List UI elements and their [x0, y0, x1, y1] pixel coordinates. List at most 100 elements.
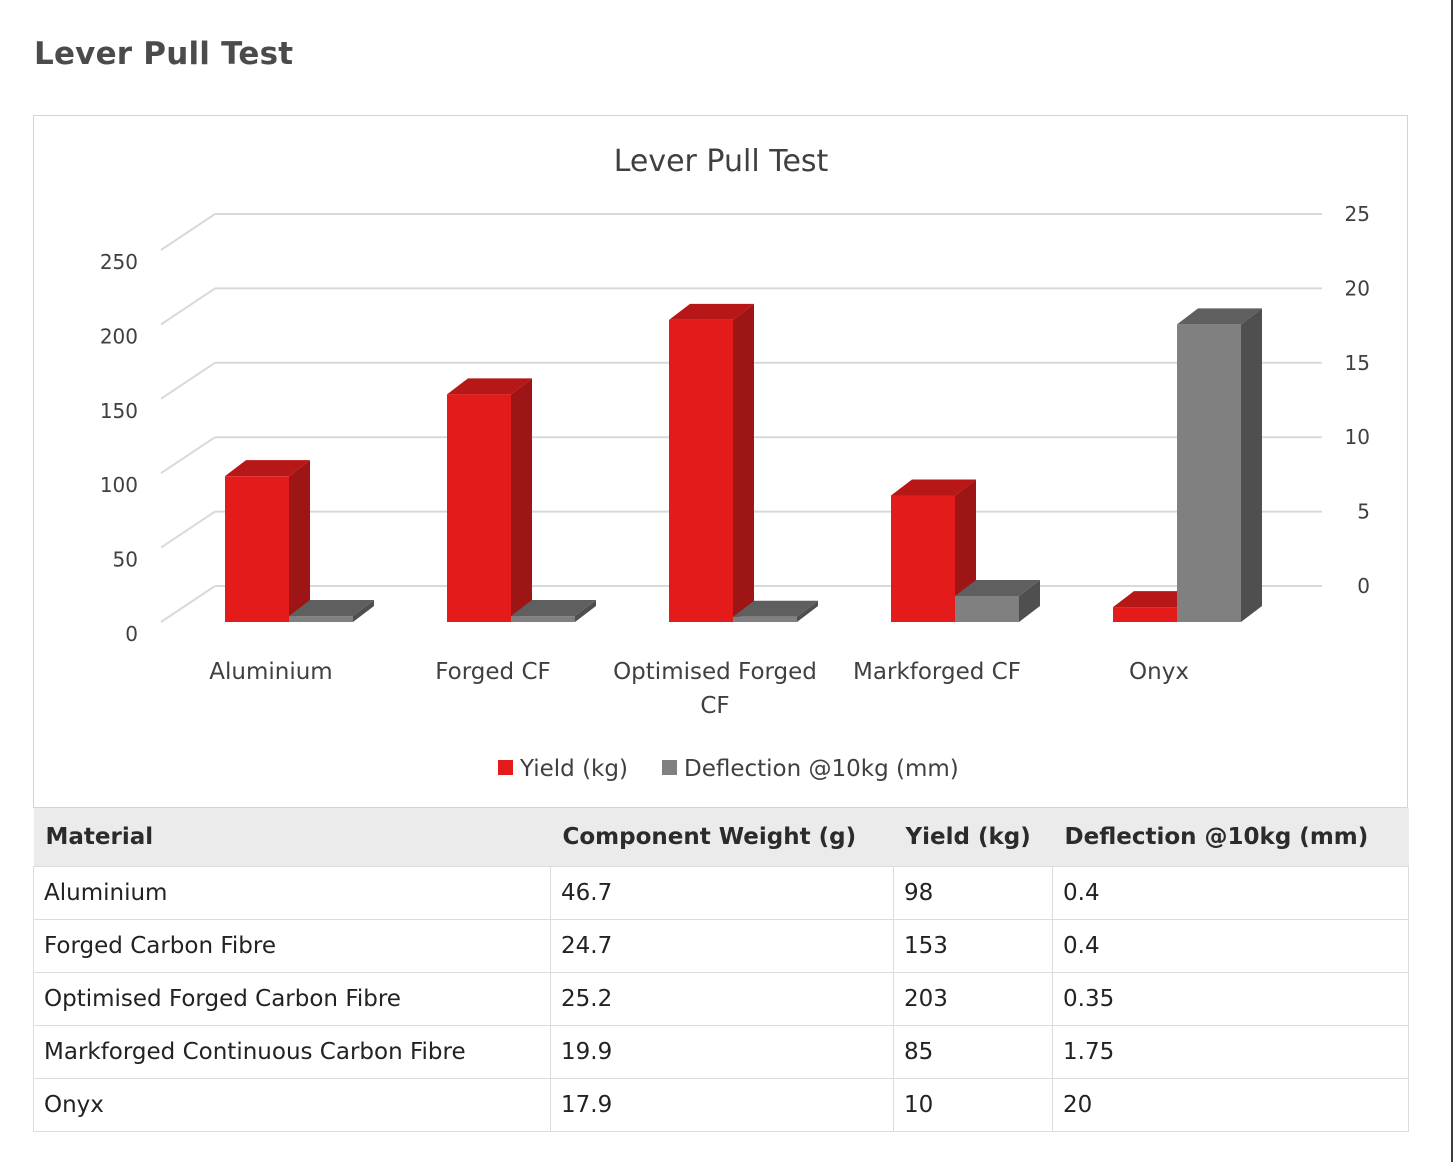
category-label: Aluminium	[209, 659, 332, 685]
table-row: Markforged Continuous Carbon Fibre 19.9 …	[33, 1025, 1409, 1079]
cell-material: Markforged Continuous Carbon Fibre	[33, 1025, 551, 1079]
cell-material: Aluminium	[33, 866, 551, 920]
y-right-tick-label: 15	[1345, 351, 1370, 375]
cell-deflection: 20	[1052, 1078, 1409, 1132]
bar-deflection-side	[797, 600, 818, 622]
legend-label-deflection: Deflection @10kg (mm)	[684, 756, 959, 782]
chart-title: Lever Pull Test	[614, 144, 829, 179]
y-left-tick-label: 150	[100, 399, 138, 423]
chart-panel: 0 50 100 150 200 250 0 5 10 15 20 25 Aluminium Forg…	[33, 115, 1408, 808]
bar-yield-front	[891, 495, 955, 622]
bar-deflection-top	[1177, 308, 1262, 325]
category-label: Optimised Forged	[613, 659, 817, 685]
bar-yield-front	[225, 476, 289, 622]
bar-yield	[669, 303, 754, 622]
bar-deflection-front	[733, 616, 797, 622]
bar-yield-side	[733, 303, 754, 622]
y-right-tick-label: 25	[1345, 202, 1370, 226]
bar-yield-front	[1113, 607, 1177, 622]
legend-swatch-yield	[498, 760, 513, 775]
cell-deflection: 0.4	[1052, 919, 1409, 973]
bar-yield-front	[669, 319, 733, 622]
header-material: Material	[33, 808, 551, 867]
y-left-tick-label: 0	[125, 622, 138, 646]
header-yield: Yield (kg)	[893, 808, 1053, 867]
y-left-tick-label: 50	[113, 548, 138, 572]
bar-yield-side	[289, 460, 310, 622]
table-row: Onyx 17.9 10 20	[33, 1078, 1409, 1132]
gridline-diagonal	[160, 287, 216, 326]
bar-yield-top	[447, 378, 532, 395]
bar-yield	[225, 460, 310, 622]
y-left-tick-label: 100	[100, 473, 138, 497]
cell-deflection: 1.75	[1052, 1025, 1409, 1079]
bar-yield	[447, 378, 532, 622]
bar-deflection	[733, 600, 818, 622]
category-label: Forged CF	[435, 659, 550, 685]
y-right-tick-label: 5	[1357, 500, 1370, 524]
cell-weight: 24.7	[550, 919, 894, 973]
cell-weight: 46.7	[550, 866, 894, 920]
category-label: Markforged CF	[853, 659, 1021, 685]
bar-deflection	[1177, 308, 1262, 622]
cell-material: Onyx	[33, 1078, 551, 1132]
chart: 0 50 100 150 200 250 0 5 10 15 20 25 Aluminium Forg…	[100, 144, 1370, 782]
table-row: Optimised Forged Carbon Fibre 25.2 203 0…	[33, 972, 1409, 1026]
bar-yield-front	[447, 394, 511, 622]
y-right-tick-label: 0	[1357, 574, 1370, 598]
cell-yield: 85	[893, 1025, 1053, 1079]
gridline-diagonal	[160, 361, 216, 400]
page-title: Lever Pull Test	[34, 36, 294, 72]
header-component-weight: Component Weight (g)	[550, 808, 894, 867]
cell-material: Forged Carbon Fibre	[33, 919, 551, 973]
bar-deflection-top	[955, 579, 1040, 596]
header-deflection: Deflection @10kg (mm)	[1052, 808, 1409, 867]
y-right-tick-label: 10	[1345, 425, 1370, 449]
cell-yield: 98	[893, 866, 1053, 920]
category-label: Onyx	[1129, 659, 1189, 685]
cell-deflection: 0.4	[1052, 866, 1409, 920]
legend-swatch-deflection	[662, 760, 677, 775]
bar-yield-top	[669, 303, 754, 320]
cell-yield: 203	[893, 972, 1053, 1026]
table-header-row: Material Component Weight (g) Yield (kg)…	[33, 808, 1409, 867]
gridline-diagonal	[160, 213, 216, 251]
legend-label-yield: Yield (kg)	[519, 756, 628, 782]
bar-deflection-side	[1019, 579, 1040, 622]
data-table: Material Component Weight (g) Yield (kg)…	[33, 808, 1409, 1132]
bar-deflection-top	[289, 600, 374, 617]
bar-deflection	[955, 579, 1040, 622]
bar-deflection-top	[511, 600, 596, 617]
category-label: CF	[700, 693, 729, 719]
bar-deflection-top	[733, 600, 818, 617]
bar-deflection-side	[575, 600, 596, 622]
table-row: Aluminium 46.7 98 0.4	[33, 866, 1409, 920]
cell-deflection: 0.35	[1052, 972, 1409, 1026]
bar-deflection-side	[1241, 308, 1262, 622]
gridline-diagonal	[160, 585, 216, 623]
y-right-tick-label: 20	[1345, 276, 1370, 300]
cell-material: Optimised Forged Carbon Fibre	[33, 972, 551, 1026]
page-edge-rule	[1451, 0, 1453, 1162]
bar-yield-top	[1113, 591, 1198, 608]
bar-deflection-front	[955, 595, 1019, 622]
cell-weight: 25.2	[550, 972, 894, 1026]
bar-deflection	[289, 600, 374, 622]
bar-deflection-front	[289, 616, 353, 622]
cell-weight: 19.9	[550, 1025, 894, 1079]
bar-yield-top	[891, 479, 976, 496]
bar-deflection	[511, 600, 596, 622]
table-row: Forged Carbon Fibre 24.7 153 0.4	[33, 919, 1409, 973]
cell-weight: 17.9	[550, 1078, 894, 1132]
cell-yield: 153	[893, 919, 1053, 973]
y-left-tick-label: 250	[100, 250, 138, 274]
gridline-diagonal	[160, 510, 216, 549]
gridline-diagonal	[160, 436, 216, 475]
cell-yield: 10	[893, 1078, 1053, 1132]
bar-deflection-front	[1177, 324, 1241, 622]
bar-deflection-front	[511, 616, 575, 622]
bar-deflection-side	[353, 600, 374, 622]
bar-yield-top	[225, 460, 310, 477]
y-left-tick-label: 200	[100, 324, 138, 348]
bar-yield-side	[511, 378, 532, 622]
